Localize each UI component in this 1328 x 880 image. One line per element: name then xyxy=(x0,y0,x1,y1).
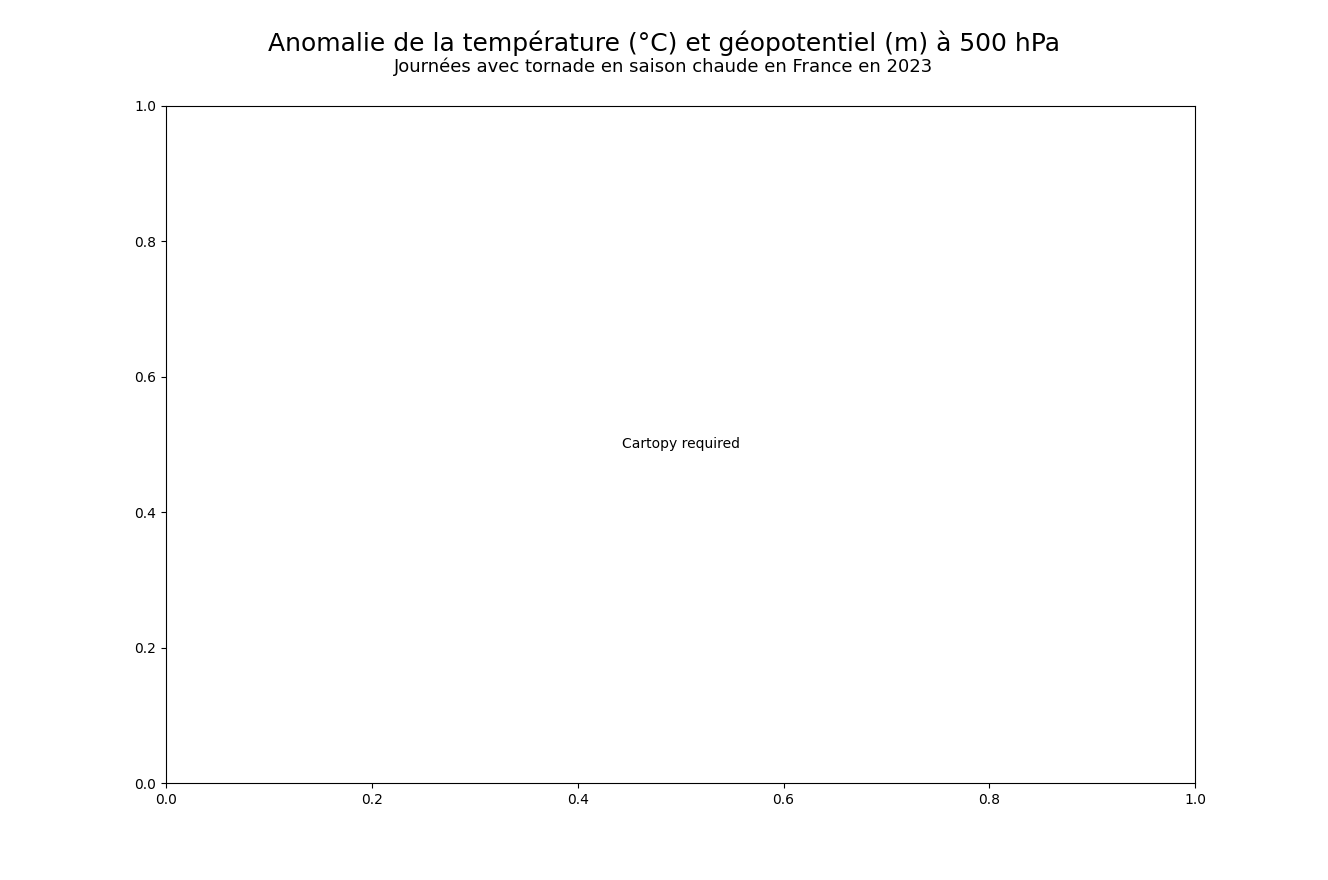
Text: Journées avec tornade en saison chaude en France en 2023: Journées avec tornade en saison chaude e… xyxy=(394,57,934,76)
Text: Anomalie de la température (°C) et géopotentiel (m) à 500 hPa: Anomalie de la température (°C) et géopo… xyxy=(268,31,1060,56)
Text: Cartopy required: Cartopy required xyxy=(622,437,740,451)
